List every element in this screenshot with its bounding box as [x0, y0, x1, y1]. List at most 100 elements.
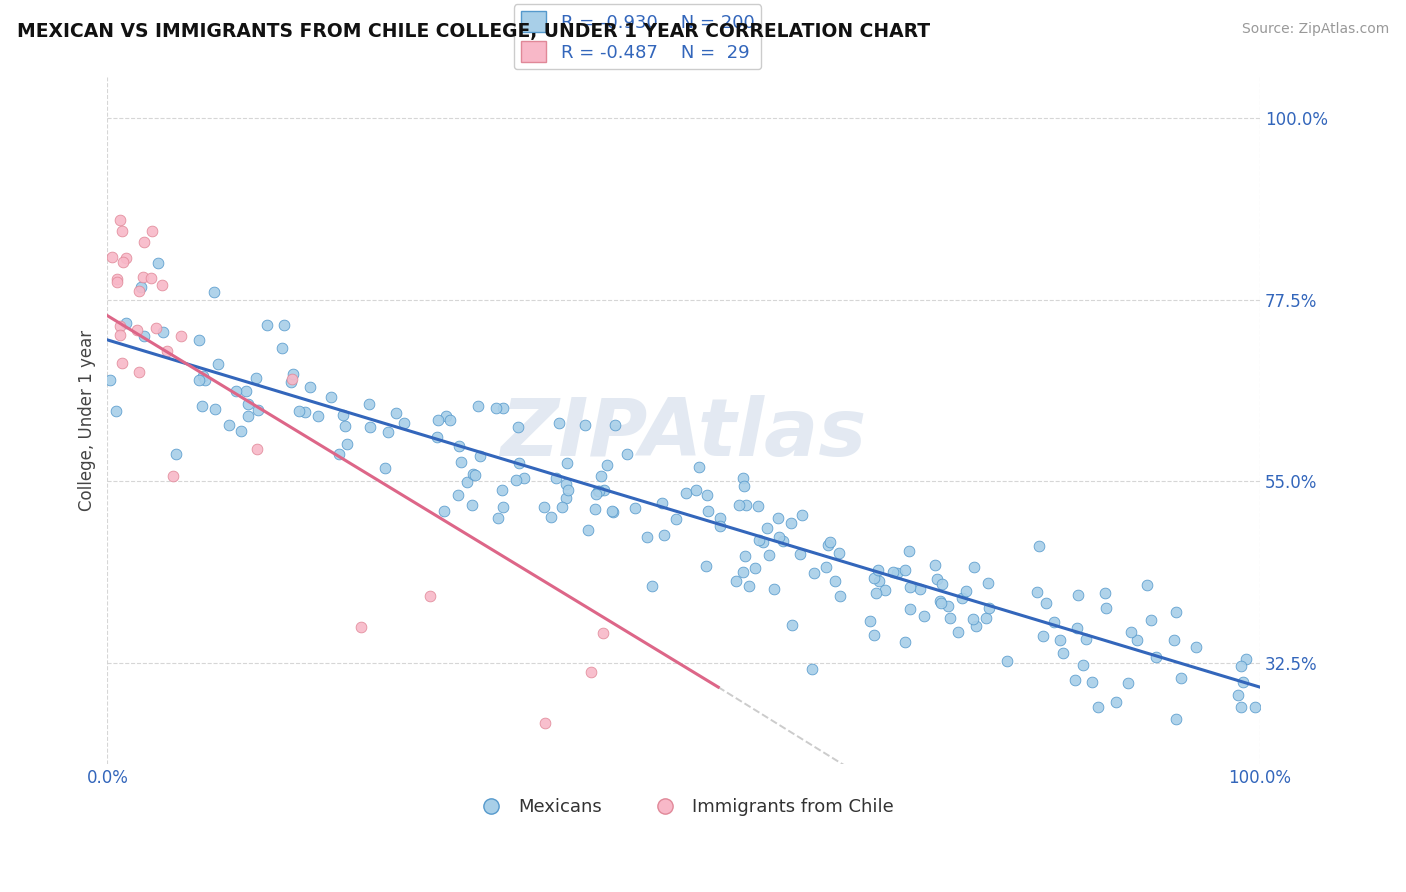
Point: [651, 496, 673, 510]
Point: [193, 368, 215, 383]
Point: [588, 484, 610, 499]
Point: [129, 279, 152, 293]
Point: [350, 620, 373, 634]
Text: Source: ZipAtlas.com: Source: ZipAtlas.com: [1241, 22, 1389, 37]
Point: [979, 600, 1001, 615]
Point: [827, 546, 849, 560]
Point: [152, 325, 174, 339]
Point: [108, 213, 131, 227]
Point: [468, 449, 491, 463]
Point: [111, 356, 134, 370]
Point: [307, 409, 329, 424]
Point: [281, 372, 304, 386]
Point: [336, 437, 359, 451]
Point: [939, 610, 962, 624]
Point: [447, 439, 470, 453]
Point: [873, 582, 896, 597]
Point: [1139, 613, 1161, 627]
Point: [897, 544, 920, 558]
Point: [585, 487, 607, 501]
Point: [946, 624, 969, 639]
Point: [1094, 601, 1116, 615]
Point: [359, 420, 381, 434]
Point: [328, 447, 350, 461]
Point: [377, 425, 399, 439]
Point: [1067, 588, 1090, 602]
Point: [886, 566, 908, 580]
Point: [461, 467, 484, 482]
Point: [623, 500, 645, 515]
Point: [146, 256, 169, 270]
Legend: Mexicans, Immigrants from Chile: Mexicans, Immigrants from Chile: [465, 791, 901, 823]
Point: [1230, 700, 1253, 714]
Point: [962, 559, 984, 574]
Point: [1028, 539, 1050, 553]
Point: [125, 323, 148, 337]
Point: [1136, 578, 1159, 592]
Point: [709, 511, 731, 525]
Point: [1166, 712, 1188, 726]
Point: [505, 473, 527, 487]
Point: [218, 417, 240, 432]
Point: [557, 483, 579, 498]
Point: [929, 593, 952, 607]
Point: [132, 235, 155, 249]
Point: [697, 504, 720, 518]
Point: [374, 460, 396, 475]
Point: [162, 469, 184, 483]
Point: [202, 285, 225, 299]
Point: [586, 483, 609, 498]
Point: [1163, 632, 1185, 647]
Point: [1236, 652, 1258, 666]
Point: [1081, 675, 1104, 690]
Text: MEXICAN VS IMMIGRANTS FROM CHILE COLLEGE, UNDER 1 YEAR CORRELATION CHART: MEXICAN VS IMMIGRANTS FROM CHILE COLLEGE…: [17, 22, 929, 41]
Point: [1116, 675, 1139, 690]
Point: [865, 586, 887, 600]
Point: [685, 483, 707, 497]
Point: [1170, 671, 1192, 685]
Point: [696, 488, 718, 502]
Point: [936, 599, 959, 613]
Text: ZIPAtlas: ZIPAtlas: [501, 395, 866, 474]
Point: [132, 270, 155, 285]
Point: [974, 610, 997, 624]
Point: [593, 483, 616, 497]
Point: [551, 500, 574, 514]
Point: [581, 665, 603, 680]
Point: [111, 224, 134, 238]
Point: [925, 572, 948, 586]
Point: [1063, 673, 1085, 688]
Point: [912, 608, 935, 623]
Point: [752, 535, 775, 549]
Point: [540, 509, 562, 524]
Point: [1049, 632, 1071, 647]
Point: [1232, 675, 1254, 690]
Point: [665, 512, 688, 526]
Point: [467, 399, 489, 413]
Point: [1043, 615, 1066, 629]
Point: [236, 396, 259, 410]
Point: [596, 458, 619, 473]
Point: [882, 565, 904, 579]
Point: [281, 367, 304, 381]
Point: [225, 384, 247, 399]
Point: [194, 373, 217, 387]
Point: [555, 477, 578, 491]
Point: [734, 549, 756, 564]
Point: [997, 654, 1019, 668]
Point: [792, 508, 814, 522]
Point: [433, 504, 456, 518]
Point: [544, 471, 567, 485]
Point: [492, 401, 515, 416]
Point: [603, 417, 626, 432]
Point: [235, 384, 257, 398]
Point: [170, 328, 193, 343]
Point: [782, 617, 804, 632]
Point: [1184, 640, 1206, 654]
Point: [294, 405, 316, 419]
Point: [506, 420, 529, 434]
Point: [104, 404, 127, 418]
Point: [1226, 688, 1249, 702]
Point: [1126, 632, 1149, 647]
Point: [1035, 596, 1057, 610]
